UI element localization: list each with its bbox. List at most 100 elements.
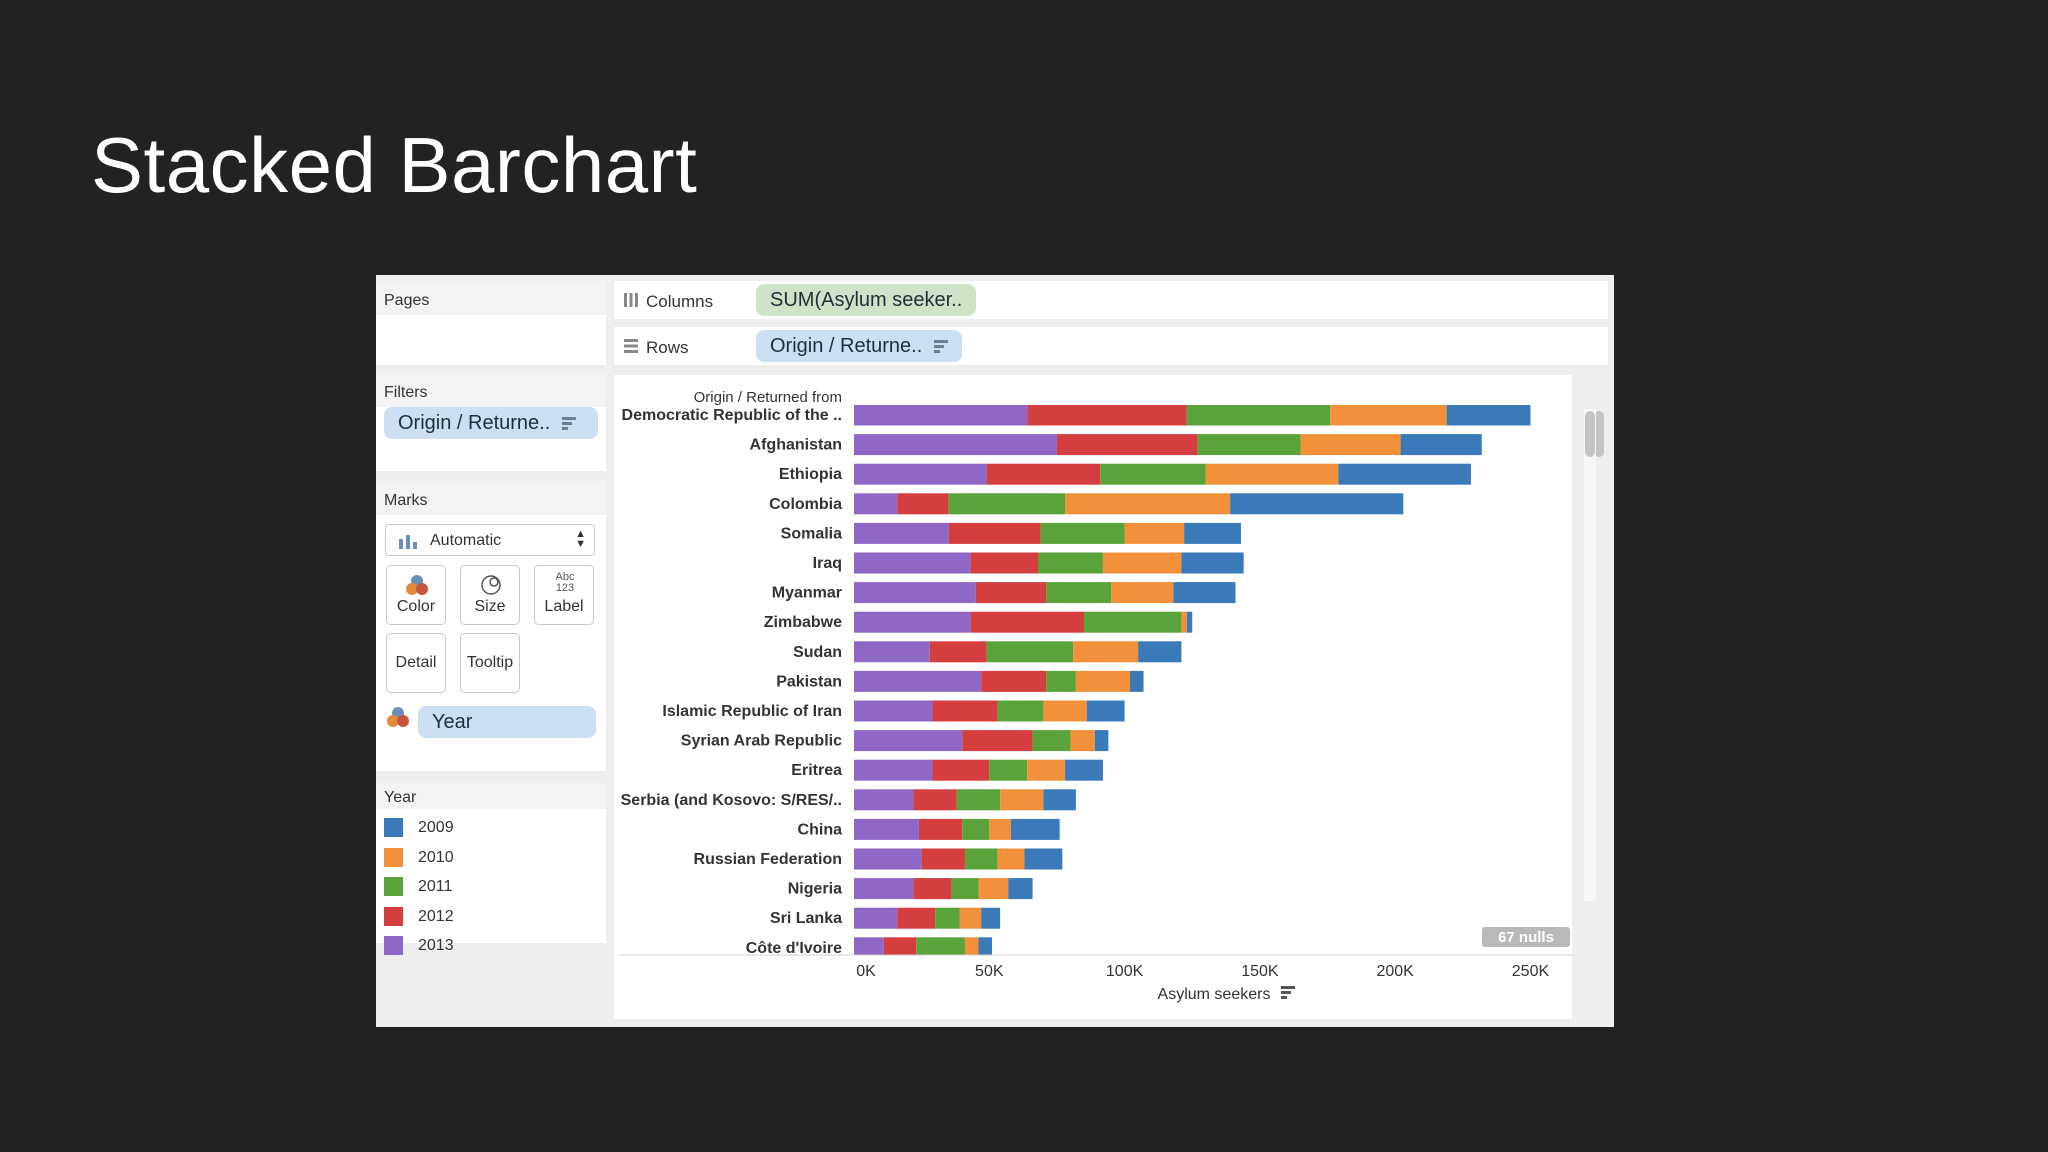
bar-segment-2010[interactable] [989,818,1011,840]
scrollbar-track[interactable] [1584,409,1596,901]
category-label[interactable]: China [798,821,843,838]
bar-segment-2012[interactable] [1027,405,1187,426]
bar-segment-2011[interactable] [989,759,1028,781]
bar-segment-2011[interactable] [1046,670,1076,692]
bar-segment-2013[interactable] [854,700,933,722]
bar-segment-2010[interactable] [1065,493,1231,515]
scrollbar-thumb[interactable] [1585,411,1595,457]
bar-segment-2011[interactable] [1038,552,1103,574]
bar-segment-2011[interactable] [948,493,1066,515]
bar-segment-2009[interactable] [1338,463,1471,485]
category-label[interactable]: Syrian Arab Republic [681,733,842,750]
bar-segment-2012[interactable] [948,522,1041,544]
bar-segment-2013[interactable] [854,759,933,781]
bar-segment-2010[interactable] [1330,405,1447,426]
bar-segment-2012[interactable] [897,493,949,515]
bar-segment-2013[interactable] [854,937,884,958]
bar-segment-2010[interactable] [1102,552,1182,574]
category-label[interactable]: Afghanistan [750,437,842,454]
category-label[interactable]: Nigeria [788,881,842,898]
bar-segment-2009[interactable] [1230,493,1404,515]
detail-button[interactable]: Detail [386,633,446,693]
bar-segment-2012[interactable] [975,582,1047,604]
bar-segment-2010[interactable] [978,878,1009,900]
bar-segment-2012[interactable] [1056,434,1198,456]
category-label[interactable]: Democratic Republic of the .. [622,407,842,424]
bar-segment-2011[interactable] [997,700,1044,722]
bar-segment-2012[interactable] [932,759,990,781]
bar-segment-2011[interactable] [951,878,979,900]
bar-segment-2013[interactable] [854,730,963,752]
bar-segment-2013[interactable] [854,582,976,604]
bar-segment-2011[interactable] [1100,463,1206,485]
bar-segment-2009[interactable] [1446,405,1531,426]
bar-segment-2012[interactable] [897,907,936,929]
bar-segment-2011[interactable] [935,907,960,929]
bar-segment-2013[interactable] [854,818,919,840]
category-label[interactable]: Myanmar [772,585,842,602]
year-pill[interactable]: Year [418,706,596,738]
bar-segment-2009[interactable] [1008,878,1033,900]
bar-segment-2012[interactable] [921,848,965,870]
bar-segment-2013[interactable] [854,552,971,574]
bar-segment-2013[interactable] [854,789,914,811]
bar-segment-2010[interactable] [1300,434,1401,456]
bar-segment-2011[interactable] [1084,611,1182,633]
bar-segment-2009[interactable] [1400,434,1482,456]
bar-segment-2009[interactable] [1138,641,1182,663]
bar-segment-2010[interactable] [1043,700,1087,722]
bar-segment-2012[interactable] [913,789,957,811]
bar-segment-2010[interactable] [997,848,1025,870]
bar-segment-2011[interactable] [1032,730,1071,752]
bar-segment-2011[interactable] [1046,582,1112,604]
category-label[interactable]: Somalia [781,525,842,542]
bar-segment-2012[interactable] [913,878,952,900]
columns-pill[interactable]: SUM(Asylum seeker.. [756,284,977,316]
bar-segment-2009[interactable] [1043,789,1076,811]
axis-sort-icon[interactable] [1281,986,1295,999]
bar-segment-2010[interactable] [1111,582,1174,604]
tooltip-button[interactable]: Tooltip [460,633,520,693]
bar-segment-2013[interactable] [854,848,922,870]
bar-segment-2010[interactable] [959,907,982,929]
bar-segment-2009[interactable] [1024,848,1063,870]
bar-segment-2009[interactable] [1065,759,1103,781]
bar-segment-2013[interactable] [854,434,1057,456]
category-label[interactable]: Sri Lanka [770,910,842,927]
category-label[interactable]: Russian Federation [694,851,842,868]
bar-segment-2010[interactable] [1000,789,1044,811]
bar-segment-2009[interactable] [1010,818,1060,840]
category-label[interactable]: Eritrea [791,762,842,779]
color-button[interactable]: Color [386,565,446,625]
bar-segment-2011[interactable] [986,641,1074,663]
bar-segment-2010[interactable] [1124,522,1185,544]
bar-segment-2012[interactable] [986,463,1101,485]
category-label[interactable]: Zimbabwe [764,614,842,631]
bar-segment-2011[interactable] [916,937,965,958]
category-label[interactable]: Côte d'Ivoire [746,940,842,957]
bar-segment-2012[interactable] [970,552,1038,574]
category-label[interactable]: Sudan [793,644,842,661]
bar-segment-2009[interactable] [978,937,992,958]
category-label[interactable]: Iraq [813,555,842,572]
bar-segment-2011[interactable] [1186,405,1331,426]
bar-segment-2009[interactable] [1184,522,1241,544]
bar-segment-2011[interactable] [962,818,990,840]
bar-segment-2013[interactable] [854,463,987,485]
bar-segment-2011[interactable] [1197,434,1301,456]
category-label[interactable]: Serbia (and Kosovo: S/RES/.. [621,792,842,809]
bar-segment-2012[interactable] [929,641,987,663]
bar-segment-2009[interactable] [1173,582,1236,604]
filter-origin-pill[interactable]: Origin / Returne.. [384,407,598,439]
bar-segment-2011[interactable] [1040,522,1125,544]
bar-segment-2010[interactable] [964,937,979,958]
bar-segment-2010[interactable] [1070,730,1095,752]
bar-segment-2012[interactable] [962,730,1033,752]
bar-segment-2010[interactable] [1205,463,1339,485]
bar-segment-2012[interactable] [883,937,917,958]
bar-segment-2013[interactable] [854,493,898,515]
bar-segment-2009[interactable] [1086,700,1125,722]
bar-segment-2013[interactable] [854,878,914,900]
bar-segment-2013[interactable] [854,907,898,929]
bar-segment-2013[interactable] [854,405,1028,426]
